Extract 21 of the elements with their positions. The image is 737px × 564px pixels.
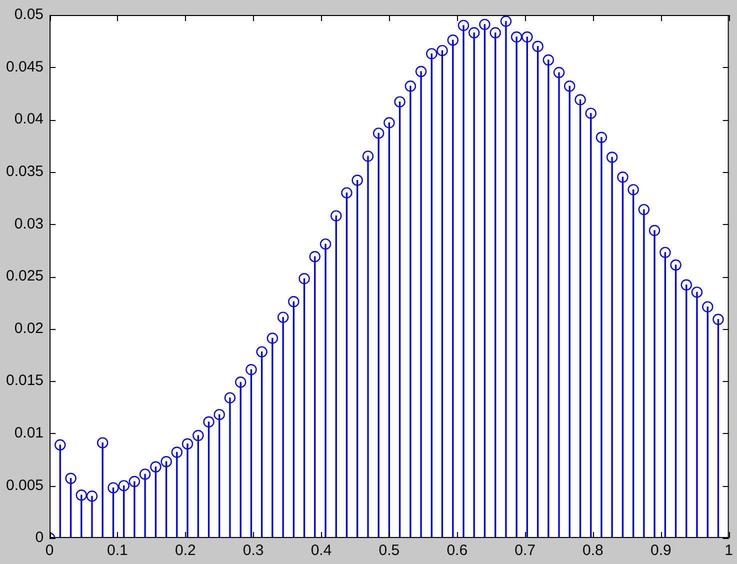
y-tick-label: 0.05 [14,6,44,24]
y-tick-label: 0.03 [14,215,44,232]
x-tick-label: 0.3 [242,542,264,560]
y-tick-label: 0.035 [6,163,44,180]
x-tick-label: 0.2 [174,542,196,560]
x-tick-label: 1 [724,542,733,560]
y-tick-label: 0 [35,529,44,546]
x-tick-label: 0.4 [310,542,332,560]
y-tick-label: 0.01 [14,424,44,442]
y-tick-label: 0.02 [14,320,44,337]
x-tick-label: 0.5 [378,542,400,560]
y-tick-label: 0.045 [6,58,44,76]
x-tick-label: 0.1 [107,542,128,560]
x-tick-label: 0.6 [446,542,468,560]
x-tick-label: 0.8 [582,542,604,560]
y-tick-label: 0.04 [14,110,44,128]
y-tick-label: 0.015 [6,372,44,390]
x-tick-label: 0.9 [650,542,672,560]
y-tick-label: 0.005 [6,476,44,494]
x-tick-label: 0.7 [514,542,536,560]
y-tick-label: 0.025 [6,268,44,285]
